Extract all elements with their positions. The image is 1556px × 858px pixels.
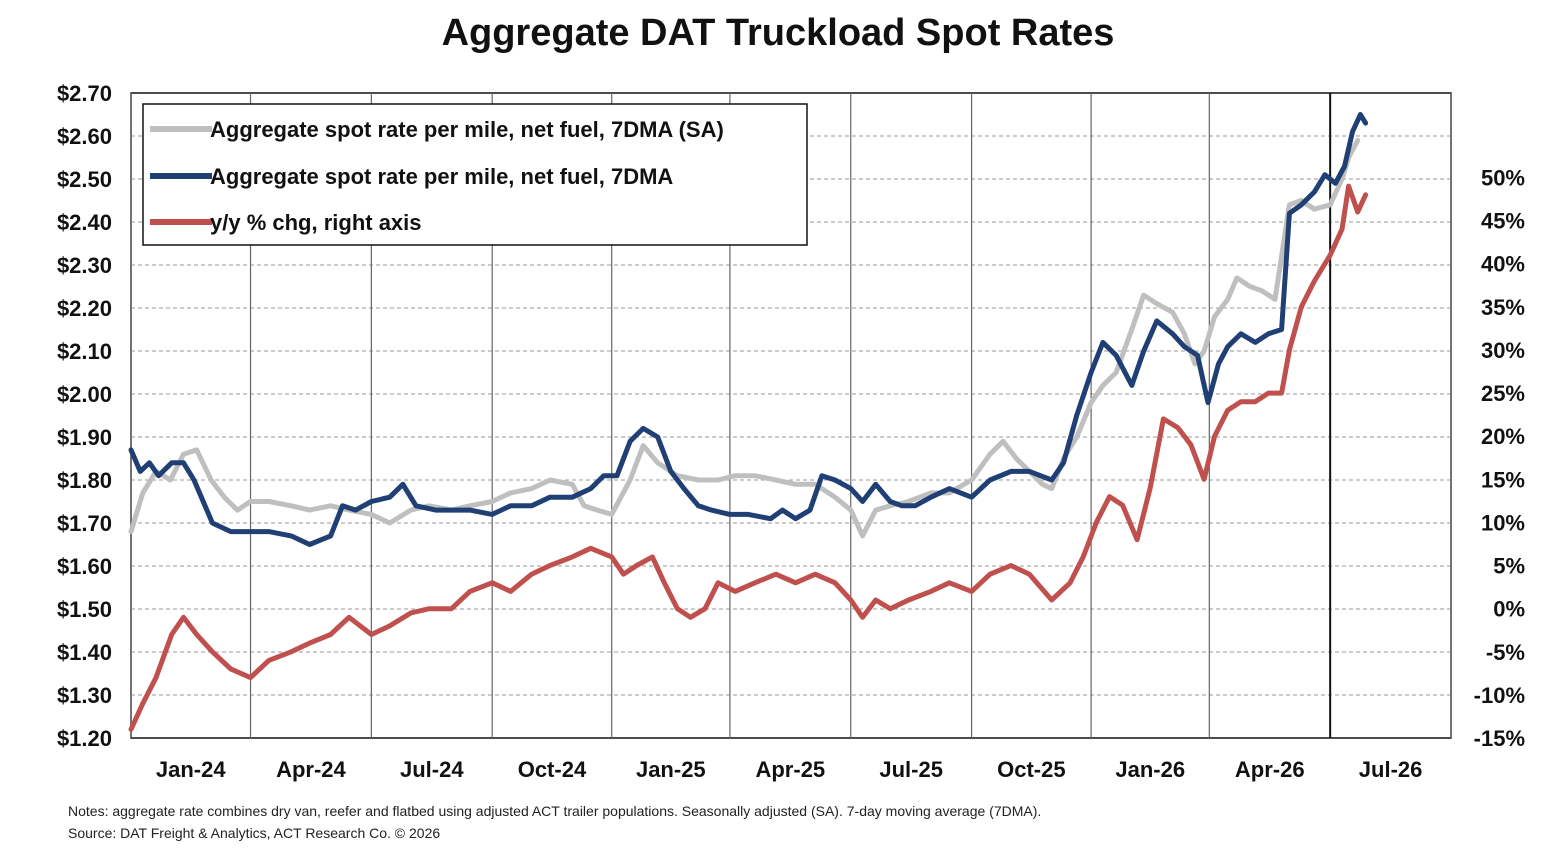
left-tick-label: $1.90 (57, 425, 112, 450)
right-tick-label: 30% (1481, 338, 1525, 363)
left-tick-label: $2.70 (57, 81, 112, 106)
left-tick-label: $2.10 (57, 339, 112, 364)
right-tick-label: 50% (1481, 166, 1525, 191)
right-tick-label: 10% (1481, 510, 1525, 535)
x-tick-label: Jul-25 (879, 757, 943, 782)
left-tick-label: $1.70 (57, 511, 112, 536)
right-axis: -15% -10% -5% 0% 5% 10% 15% 20% 25% 30% 35% 40% 45% 5… (1474, 166, 1525, 751)
chart-title: Aggregate DAT Truckload Spot Rates (441, 12, 1115, 54)
legend-label-sa: Aggregate spot rate per mile, net fuel, … (210, 117, 724, 142)
x-tick-label: Oct-25 (997, 757, 1065, 782)
left-tick-label: $2.00 (57, 382, 112, 407)
right-tick-label: 15% (1481, 467, 1525, 492)
right-tick-label: 40% (1481, 252, 1525, 277)
right-tick-label: 0% (1493, 597, 1525, 622)
legend: Aggregate spot rate per mile, net fuel, … (142, 103, 808, 246)
series-lines (128, 112, 1369, 732)
right-tick-label: 45% (1481, 209, 1525, 234)
right-tick-label: 20% (1481, 424, 1525, 449)
right-tick-label: -10% (1474, 683, 1525, 708)
left-tick-label: $1.30 (57, 683, 112, 708)
source-line: Source: DAT Freight & Analytics, ACT Res… (68, 825, 441, 841)
left-tick-label: $2.50 (57, 167, 112, 192)
left-tick-label: $2.30 (57, 253, 112, 278)
x-tick-label: Apr-24 (276, 757, 346, 782)
x-tick-label: Apr-25 (755, 757, 825, 782)
legend-label-yoy: y/y % chg, right axis (210, 210, 422, 235)
left-tick-label: $1.60 (57, 554, 112, 579)
x-tick-label: Oct-24 (518, 757, 587, 782)
right-tick-label: 25% (1481, 381, 1525, 406)
right-tick-label: -5% (1486, 640, 1525, 665)
x-tick-label: Jul-24 (400, 757, 464, 782)
left-tick-label: $2.20 (57, 296, 112, 321)
legend-box (142, 103, 808, 246)
x-tick-label: Jan-25 (636, 757, 706, 782)
right-tick-label: 5% (1493, 554, 1525, 579)
series-line-sa (128, 137, 1361, 539)
right-tick-label: -15% (1474, 726, 1525, 751)
left-tick-label: $1.50 (57, 597, 112, 622)
notes-line: Notes: aggregate rate combines dry van, … (68, 803, 1042, 819)
x-axis: Jan-24 Apr-24 Jul-24 Oct-24 Jan-25 Apr-25 Jul-… (156, 757, 1422, 782)
series-line-yoy (128, 183, 1369, 732)
chart-notes: Notes: aggregate rate combines dry van, … (68, 800, 1041, 844)
legend-label-nsa: Aggregate spot rate per mile, net fuel, … (210, 164, 673, 189)
x-tick-label: Jan-24 (156, 757, 226, 782)
left-tick-label: $1.20 (57, 726, 112, 751)
left-tick-label: $1.40 (57, 640, 112, 665)
left-tick-label: $1.80 (57, 468, 112, 493)
left-tick-label: $2.60 (57, 124, 112, 149)
x-tick-label: Jan-26 (1115, 757, 1185, 782)
left-tick-label: $2.40 (57, 210, 112, 235)
left-axis: $1.20 $1.30 $1.40 $1.50 $1.60 $1.70 $1.80 $1.90… (57, 81, 112, 751)
series-line-nsa (128, 112, 1369, 547)
right-tick-label: 35% (1481, 295, 1525, 320)
x-tick-label: Apr-26 (1235, 757, 1305, 782)
x-tick-label: Jul-26 (1359, 757, 1423, 782)
